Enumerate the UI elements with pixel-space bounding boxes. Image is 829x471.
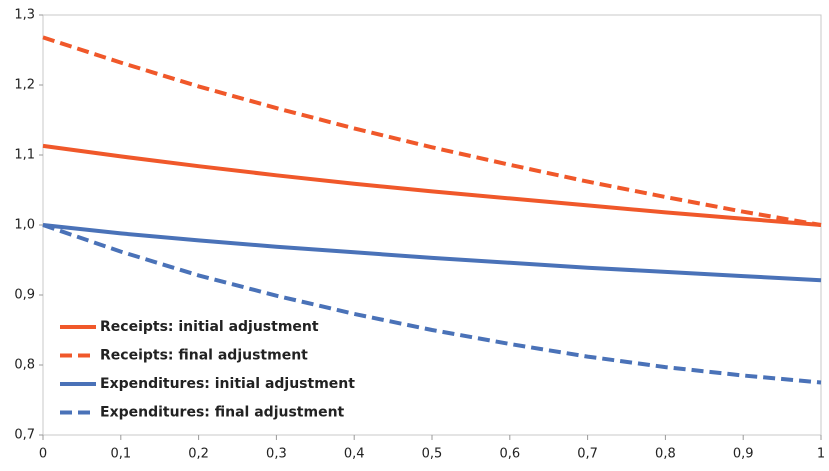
x-tick-label: 0,4 xyxy=(344,447,365,462)
series-line xyxy=(42,223,822,283)
x-tick-label: 0,3 xyxy=(266,447,287,462)
x-tick-label: 0,7 xyxy=(577,447,598,462)
x-tick-label: 0,1 xyxy=(110,447,131,462)
x-tick-label: 0,5 xyxy=(422,447,443,462)
y-tick-label: 1,1 xyxy=(14,148,35,163)
series-line xyxy=(42,223,822,385)
x-tick-label: 1 xyxy=(817,447,825,462)
series-line xyxy=(42,35,822,227)
y-tick-label: 0,7 xyxy=(14,428,35,443)
x-tick-label: 0,8 xyxy=(655,447,676,462)
x-tick-label: 0,2 xyxy=(188,447,209,462)
x-tick-label: 0,6 xyxy=(499,447,520,462)
series-line xyxy=(42,143,822,227)
legend-label: Receipts: initial adjustment xyxy=(100,319,319,335)
legend-label: Expenditures: final adjustment xyxy=(100,405,345,421)
y-tick-label: 1,0 xyxy=(14,218,35,233)
y-tick-label: 1,3 xyxy=(14,8,35,23)
x-tick-label: 0 xyxy=(39,447,47,462)
y-tick-label: 0,9 xyxy=(14,288,35,303)
x-tick-label: 0,9 xyxy=(733,447,754,462)
y-tick-label: 1,2 xyxy=(14,78,35,93)
plot-frame xyxy=(42,14,822,436)
legend-label: Receipts: final adjustment xyxy=(100,348,308,364)
y-tick-label: 0,8 xyxy=(14,358,35,373)
legend-label: Expenditures: initial adjustment xyxy=(100,376,355,392)
